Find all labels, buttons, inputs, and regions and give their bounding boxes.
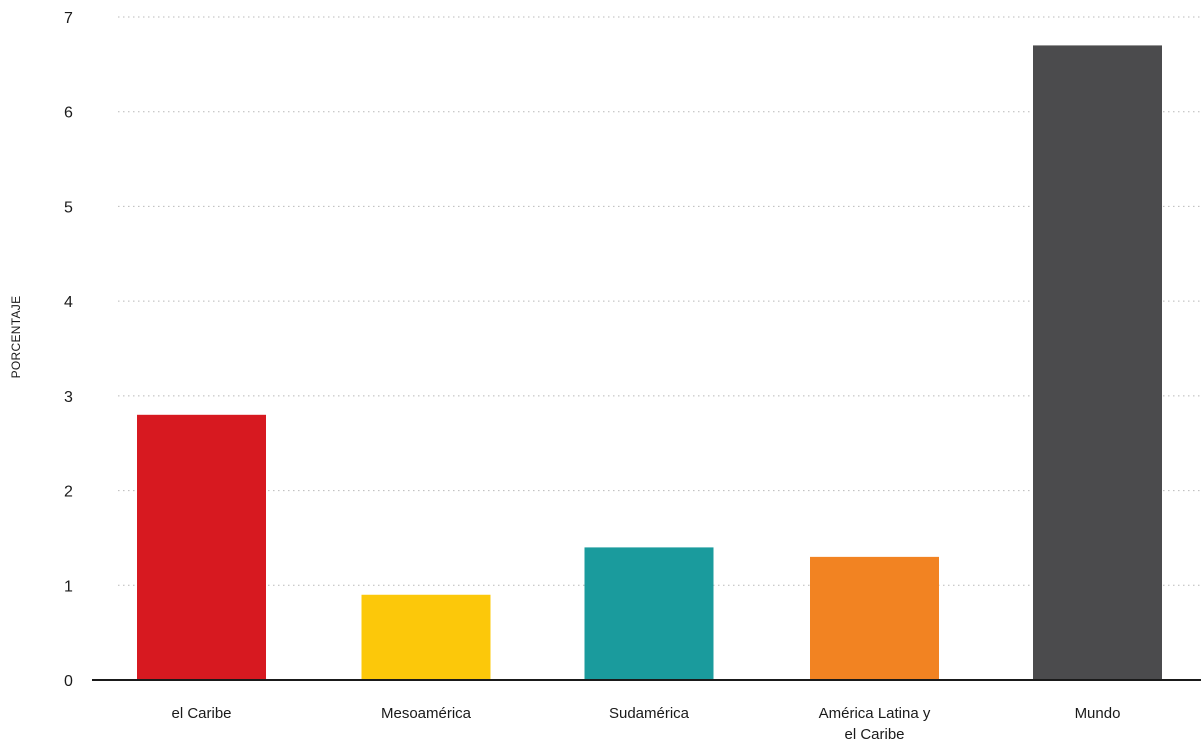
y-tick-label: 4 xyxy=(64,294,73,311)
bar xyxy=(584,547,714,680)
x-category-label-line: América Latina y xyxy=(819,705,931,722)
x-category-label: Sudamérica xyxy=(609,705,690,722)
y-tick-label: 7 xyxy=(64,10,73,27)
bars xyxy=(137,45,1162,680)
x-category-label: el Caribe xyxy=(171,705,231,722)
x-category-label: Mesoamérica xyxy=(381,705,472,722)
y-tick-label: 3 xyxy=(64,389,73,406)
bar xyxy=(810,556,939,680)
y-tick-label: 6 xyxy=(64,105,73,122)
y-axis-title: PORCENTAJE xyxy=(9,296,23,379)
x-category-label: América Latina y el Caribe xyxy=(819,705,931,743)
gridlines xyxy=(118,16,1201,586)
x-category-label-line: Mesoamérica xyxy=(381,705,472,722)
x-category-label-line: el Caribe xyxy=(844,726,904,743)
x-category-label-line: Mundo xyxy=(1075,705,1121,722)
bar xyxy=(1033,45,1162,680)
x-category-label-line: el Caribe xyxy=(171,705,231,722)
x-category-label: Mundo xyxy=(1075,705,1121,722)
x-category-label-line: Sudamérica xyxy=(609,705,690,722)
y-tick-labels: 0 1 2 3 4 5 6 7 xyxy=(64,10,73,690)
y-tick-label: 1 xyxy=(64,578,73,595)
y-tick-label: 2 xyxy=(64,484,73,501)
x-category-labels: el Caribe Mesoamérica Sudamérica América La… xyxy=(171,705,1120,743)
y-tick-label: 0 xyxy=(64,673,73,690)
bar xyxy=(361,594,491,680)
bar xyxy=(137,414,266,680)
y-tick-label: 5 xyxy=(64,199,73,216)
